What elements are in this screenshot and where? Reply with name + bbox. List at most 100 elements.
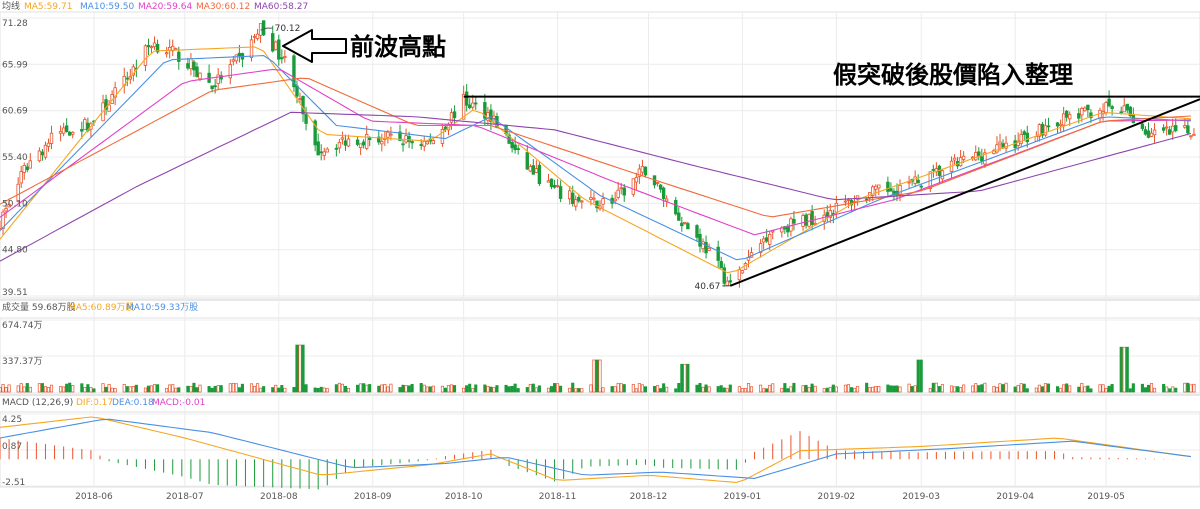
axis-labels: 71.28 65.99 60.69 55.40 50.10 44.80 39.51 674.7…: [2, 19, 1125, 502]
volume-bar: [1086, 385, 1090, 393]
volume-bar: [165, 388, 169, 393]
candle-body: [1086, 104, 1090, 111]
legend-volume: 成交量 59.68万股: [2, 301, 76, 313]
candle-body: [701, 241, 705, 250]
candle-body: [716, 246, 720, 261]
prev-high-annotation: 前波高點: [350, 33, 446, 61]
candle-body: [325, 148, 329, 153]
volume-bar: [949, 385, 954, 393]
candle-body: [486, 112, 490, 121]
volume-bar: [749, 386, 754, 393]
volume-bar: [1065, 383, 1069, 393]
volume-bar: [637, 383, 641, 393]
candle-body: [958, 157, 963, 167]
volume-bar: [728, 384, 732, 393]
candle-body: [874, 185, 878, 190]
candle-body: [386, 131, 390, 138]
candle-body: [871, 186, 875, 196]
volume-bar: [556, 383, 560, 393]
volume-bar: [440, 385, 444, 393]
volume-bar: [174, 387, 178, 393]
candle-body: [843, 200, 848, 203]
legend-ma10: MA10:59.50: [80, 2, 134, 12]
candle-body: [801, 215, 805, 227]
volume-bar: [122, 384, 126, 393]
volume-bar: [1068, 385, 1072, 393]
candle-body: [1174, 125, 1178, 132]
candle-body: [43, 144, 48, 158]
volume-bar: [622, 384, 626, 393]
volume-bar: [216, 385, 220, 393]
high-price-label: 70.12: [275, 24, 301, 34]
volume-bar: [125, 386, 129, 393]
candle-body: [804, 214, 808, 226]
candle-body: [637, 168, 642, 177]
candle-body: [389, 133, 393, 136]
volume-bar: [995, 386, 999, 393]
candle-body: [71, 131, 75, 135]
candle-body: [674, 199, 678, 215]
volume-bar: [198, 384, 202, 393]
volume-bar: [337, 382, 341, 393]
volume-bar: [189, 386, 193, 393]
candle-body: [107, 104, 111, 112]
volume-bar: [156, 384, 160, 393]
volume-bar: [940, 384, 944, 393]
volume-bar: [1016, 385, 1020, 393]
high-marker-line: [260, 27, 273, 31]
candle-body: [640, 166, 645, 173]
candle-body: [358, 143, 363, 149]
candle-body: [143, 45, 148, 66]
volume-bar: [146, 385, 151, 393]
candle-body: [234, 54, 239, 62]
candle-body: [152, 42, 157, 48]
volume-bar: [507, 386, 511, 393]
candle-body: [661, 187, 666, 199]
candle-body: [980, 156, 984, 162]
volume-bar: [759, 384, 763, 393]
candle-body: [316, 141, 320, 156]
candle-body: [174, 48, 178, 51]
volume-bar: [483, 384, 487, 393]
volume-bar: [737, 386, 741, 393]
price-tick-label: 55.40: [2, 153, 28, 163]
candle-body: [528, 166, 533, 172]
candle-body: [398, 131, 402, 141]
volume-bar: [919, 359, 923, 393]
volume-bar: [574, 388, 578, 393]
candle-body: [1055, 122, 1060, 127]
candle-body: [940, 170, 945, 180]
volume-bar: [1128, 388, 1132, 393]
volume-bar: [86, 384, 90, 393]
support-trendline: [729, 98, 1200, 287]
candle-body: [1146, 130, 1151, 138]
candle-body: [510, 141, 514, 149]
volume-bar: [952, 386, 957, 393]
candle-body: [401, 143, 405, 146]
volume-bar: [25, 383, 29, 393]
volume-bar: [362, 383, 366, 393]
price-panel: [0, 11, 1200, 299]
candle-body: [1058, 123, 1063, 126]
candle-body: [149, 46, 154, 49]
volume-bar: [974, 383, 978, 393]
candle-body: [664, 198, 669, 202]
volume-bar: [598, 359, 602, 393]
volume-bar: [786, 388, 790, 393]
time-tick-label: 2018-06: [75, 492, 113, 502]
volume-bar: [516, 388, 520, 393]
volume-bar: [1165, 386, 1169, 393]
candle-body: [280, 57, 284, 60]
candle-body: [595, 200, 599, 209]
candle-body: [198, 72, 202, 80]
volume-bar: [701, 386, 705, 393]
candle-body: [231, 59, 236, 62]
candle-body: [767, 234, 772, 245]
candle-body: [807, 213, 811, 227]
volume-bar: [601, 387, 605, 393]
candle-body: [1046, 125, 1051, 128]
volume-bar: [465, 385, 469, 393]
candle-body: [1164, 126, 1169, 129]
volume-bar: [856, 386, 860, 393]
